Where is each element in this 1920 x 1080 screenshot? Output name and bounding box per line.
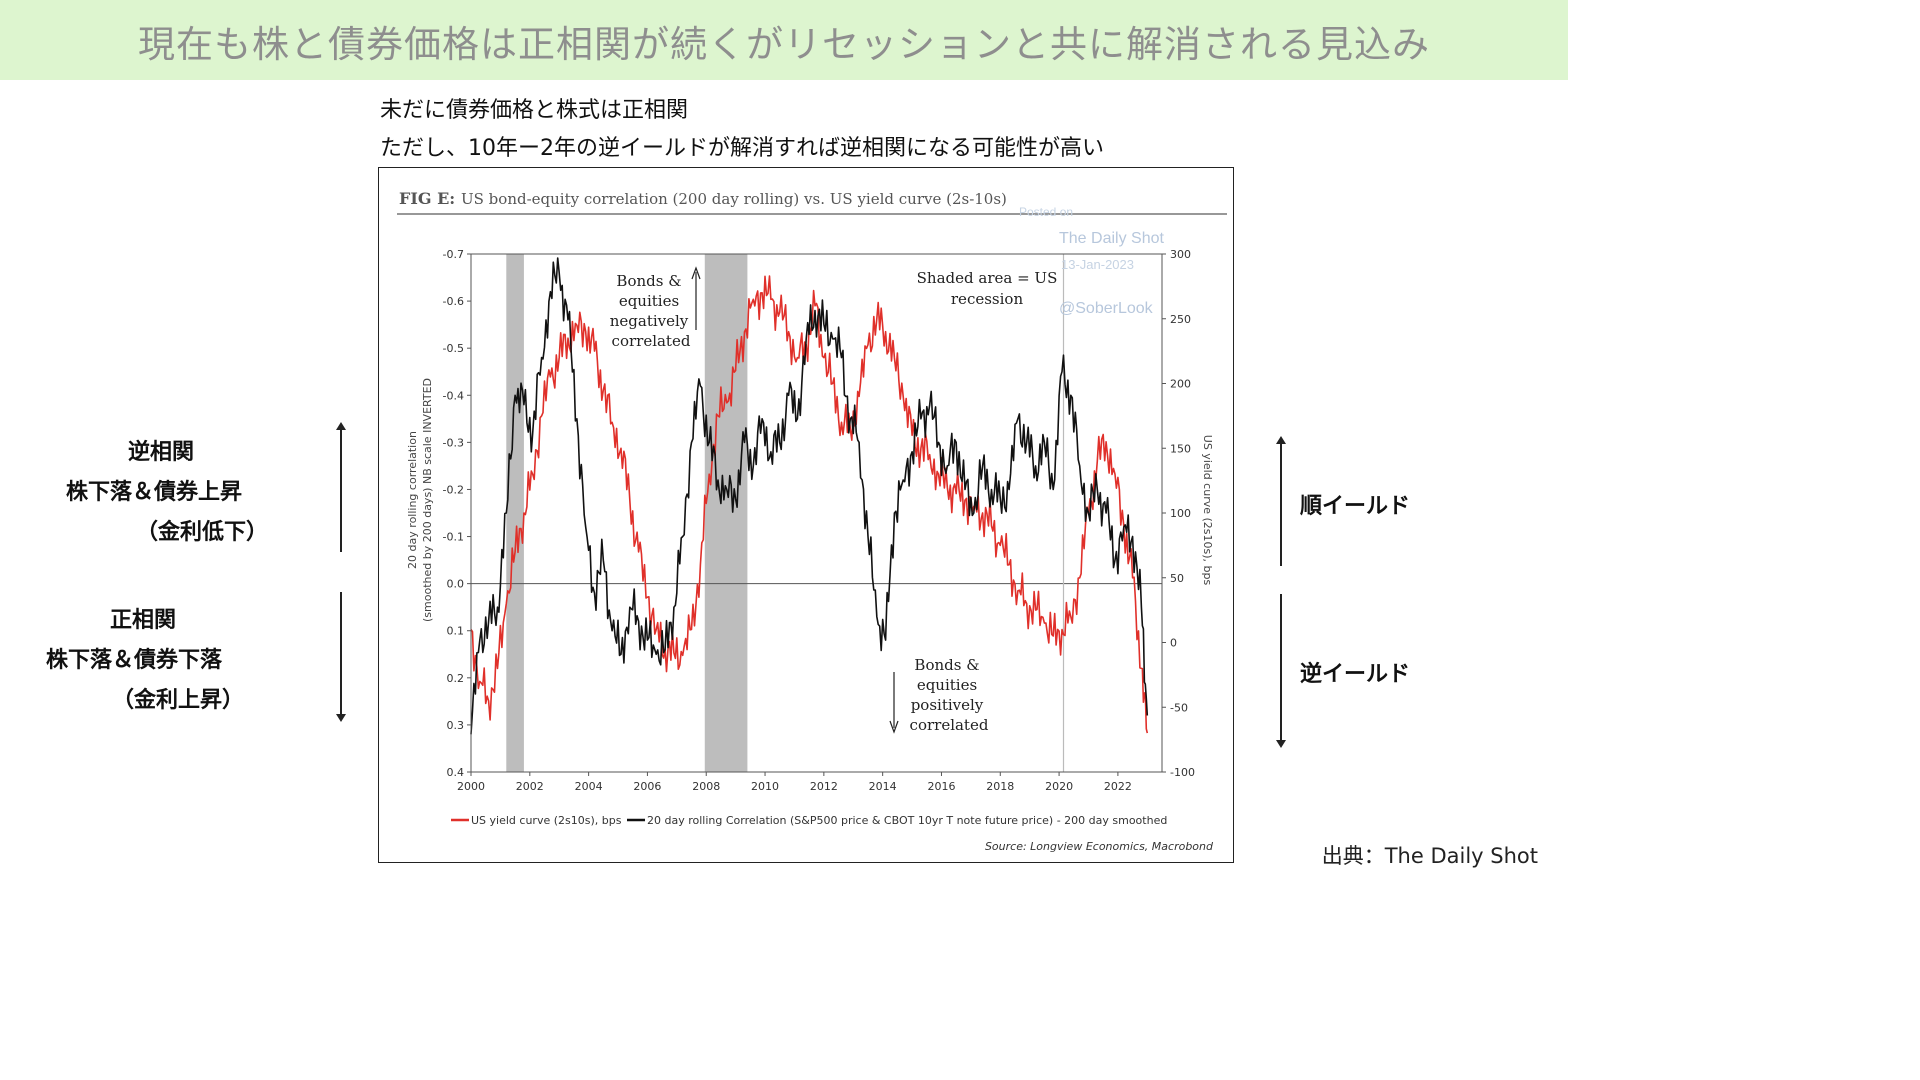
series-line-0	[470, 275, 1149, 734]
left-tick-1: -0.6	[443, 295, 464, 308]
x-tick-0: 2000	[457, 780, 485, 793]
ann-pos-3: positively	[911, 696, 984, 714]
left-lower-line2: 株下落＆債券下落	[46, 648, 223, 673]
ann-shaded-1: Shaded area = US	[917, 269, 1058, 287]
recession-bands	[506, 254, 748, 772]
banner-title: 現在も株と債券価格は正相関が続くがリセッションと共に解消される見込み	[138, 23, 1430, 66]
left-lower-line3: （金利上昇）	[112, 688, 245, 713]
annotation-negative: Bonds & equities negatively correlated	[610, 272, 691, 350]
ann-neg-arrow-head	[691, 266, 701, 280]
x-tick-4: 2008	[692, 780, 720, 793]
right-tick-6: 0	[1170, 637, 1177, 650]
left-tick-7: 0.0	[447, 578, 465, 591]
right-tick-4: 100	[1170, 507, 1191, 520]
ann-neg-3: negatively	[610, 312, 689, 330]
legend: US yield curve (2s10s), bps 20 day rolli…	[451, 814, 1167, 827]
ann-pos-arrow-head	[889, 720, 899, 734]
x-tick-6: 2012	[810, 780, 838, 793]
x-tick-10: 2020	[1045, 780, 1073, 793]
subtitle-line-1: 未だに債券価格と株式は正相関	[380, 98, 689, 123]
subtitle-line-2: ただし、10年ー2年の逆イールドが解消すれば逆相関になる可能性が高い	[380, 136, 1104, 161]
annotation-shaded: Shaded area = US recession	[917, 269, 1058, 308]
left-tick-2: -0.5	[443, 342, 464, 355]
left-upper-line2: 株下落＆債券上昇	[66, 480, 243, 505]
recession-band-1	[704, 254, 748, 772]
series-lines	[470, 257, 1149, 735]
watermark-line-3: 13-Jan-2023	[1061, 257, 1134, 272]
x-tick-11: 2022	[1104, 780, 1132, 793]
down-arrow-left	[336, 592, 346, 722]
tick-labels: -0.7 -0.6 -0.5 -0.4 -0.3 -0.2 -0.1 0.0 0.1 0.2 0.3…	[443, 248, 1195, 793]
left-tick-6: -0.1	[443, 531, 464, 544]
fig-label: FIG E:	[399, 189, 455, 208]
ann-shaded-2: recession	[951, 290, 1024, 308]
series-line-1	[470, 257, 1149, 735]
right-tick-8: -100	[1170, 766, 1195, 779]
x-tick-5: 2010	[751, 780, 779, 793]
x-tick-7: 2014	[869, 780, 897, 793]
annotation-positive: Bonds & equities positively correlated	[910, 656, 989, 734]
legend-corr: 20 day rolling Correlation (S&P500 price…	[647, 814, 1167, 827]
left-lower-line1: 正相関	[110, 608, 177, 633]
chart-figure: FIG E: US bond-equity correlation (200 d…	[378, 167, 1234, 863]
source-credit: 出典：The Daily Shot	[1321, 844, 1538, 868]
recession-band-0	[506, 254, 524, 772]
watermark-line-2: The Daily Shot	[1059, 230, 1164, 247]
x-tick-2: 2004	[575, 780, 603, 793]
right-lower-label: 逆イールド	[1300, 662, 1411, 687]
ann-pos-2: equities	[917, 676, 977, 694]
right-tick-0: 300	[1170, 248, 1191, 261]
left-tick-10: 0.3	[447, 719, 465, 732]
right-tick-5: 50	[1170, 572, 1184, 585]
up-arrow-left	[336, 422, 346, 552]
ann-neg-4: correlated	[612, 332, 691, 350]
x-tick-9: 2018	[986, 780, 1014, 793]
x-tick-8: 2016	[927, 780, 955, 793]
left-tick-3: -0.4	[443, 389, 464, 402]
chart-title: US bond-equity correlation (200 day roll…	[461, 190, 1007, 208]
left-axis-label-1: 20 day rolling correlation	[406, 431, 419, 569]
grid	[471, 254, 1162, 772]
left-tick-11: 0.4	[447, 766, 465, 779]
header-banner: 現在も株と債券価格は正相関が続くがリセッションと共に解消される見込み	[0, 0, 1568, 80]
left-tick-5: -0.2	[443, 483, 464, 496]
up-arrow-right	[1276, 436, 1286, 566]
ann-neg-2: equities	[619, 292, 679, 310]
watermark-line-1: Posted on	[1019, 205, 1073, 219]
x-tick-1: 2002	[516, 780, 544, 793]
right-axis-label: US yield curve (2s10s), bps	[1201, 435, 1214, 586]
left-upper-line3: （金利低下）	[136, 520, 269, 545]
chart-source: Source: Longview Economics, Macrobond	[985, 840, 1214, 853]
chart-svg: FIG E: US bond-equity correlation (200 d…	[397, 189, 1227, 853]
left-axis-label-2: (smoothed by 200 days) NB scale INVERTED	[421, 378, 434, 622]
ann-pos-1: Bonds &	[914, 656, 979, 674]
left-tick-4: -0.3	[443, 436, 464, 449]
right-tick-7: -50	[1170, 701, 1188, 714]
x-tick-3: 2006	[633, 780, 661, 793]
left-tick-8: 0.1	[447, 625, 465, 638]
right-tick-3: 150	[1170, 442, 1191, 455]
right-upper-label: 順イールド	[1300, 494, 1411, 519]
left-tick-0: -0.7	[443, 248, 464, 261]
legend-yield: US yield curve (2s10s), bps	[471, 814, 622, 827]
ann-pos-4: correlated	[910, 716, 989, 734]
right-tick-2: 200	[1170, 378, 1191, 391]
down-arrow-right	[1276, 594, 1286, 748]
right-tick-1: 250	[1170, 313, 1191, 326]
watermark-line-4: @SoberLook	[1059, 300, 1154, 317]
left-upper-line1: 逆相関	[128, 440, 195, 465]
left-tick-9: 0.2	[447, 672, 465, 685]
ann-neg-1: Bonds &	[616, 272, 681, 290]
